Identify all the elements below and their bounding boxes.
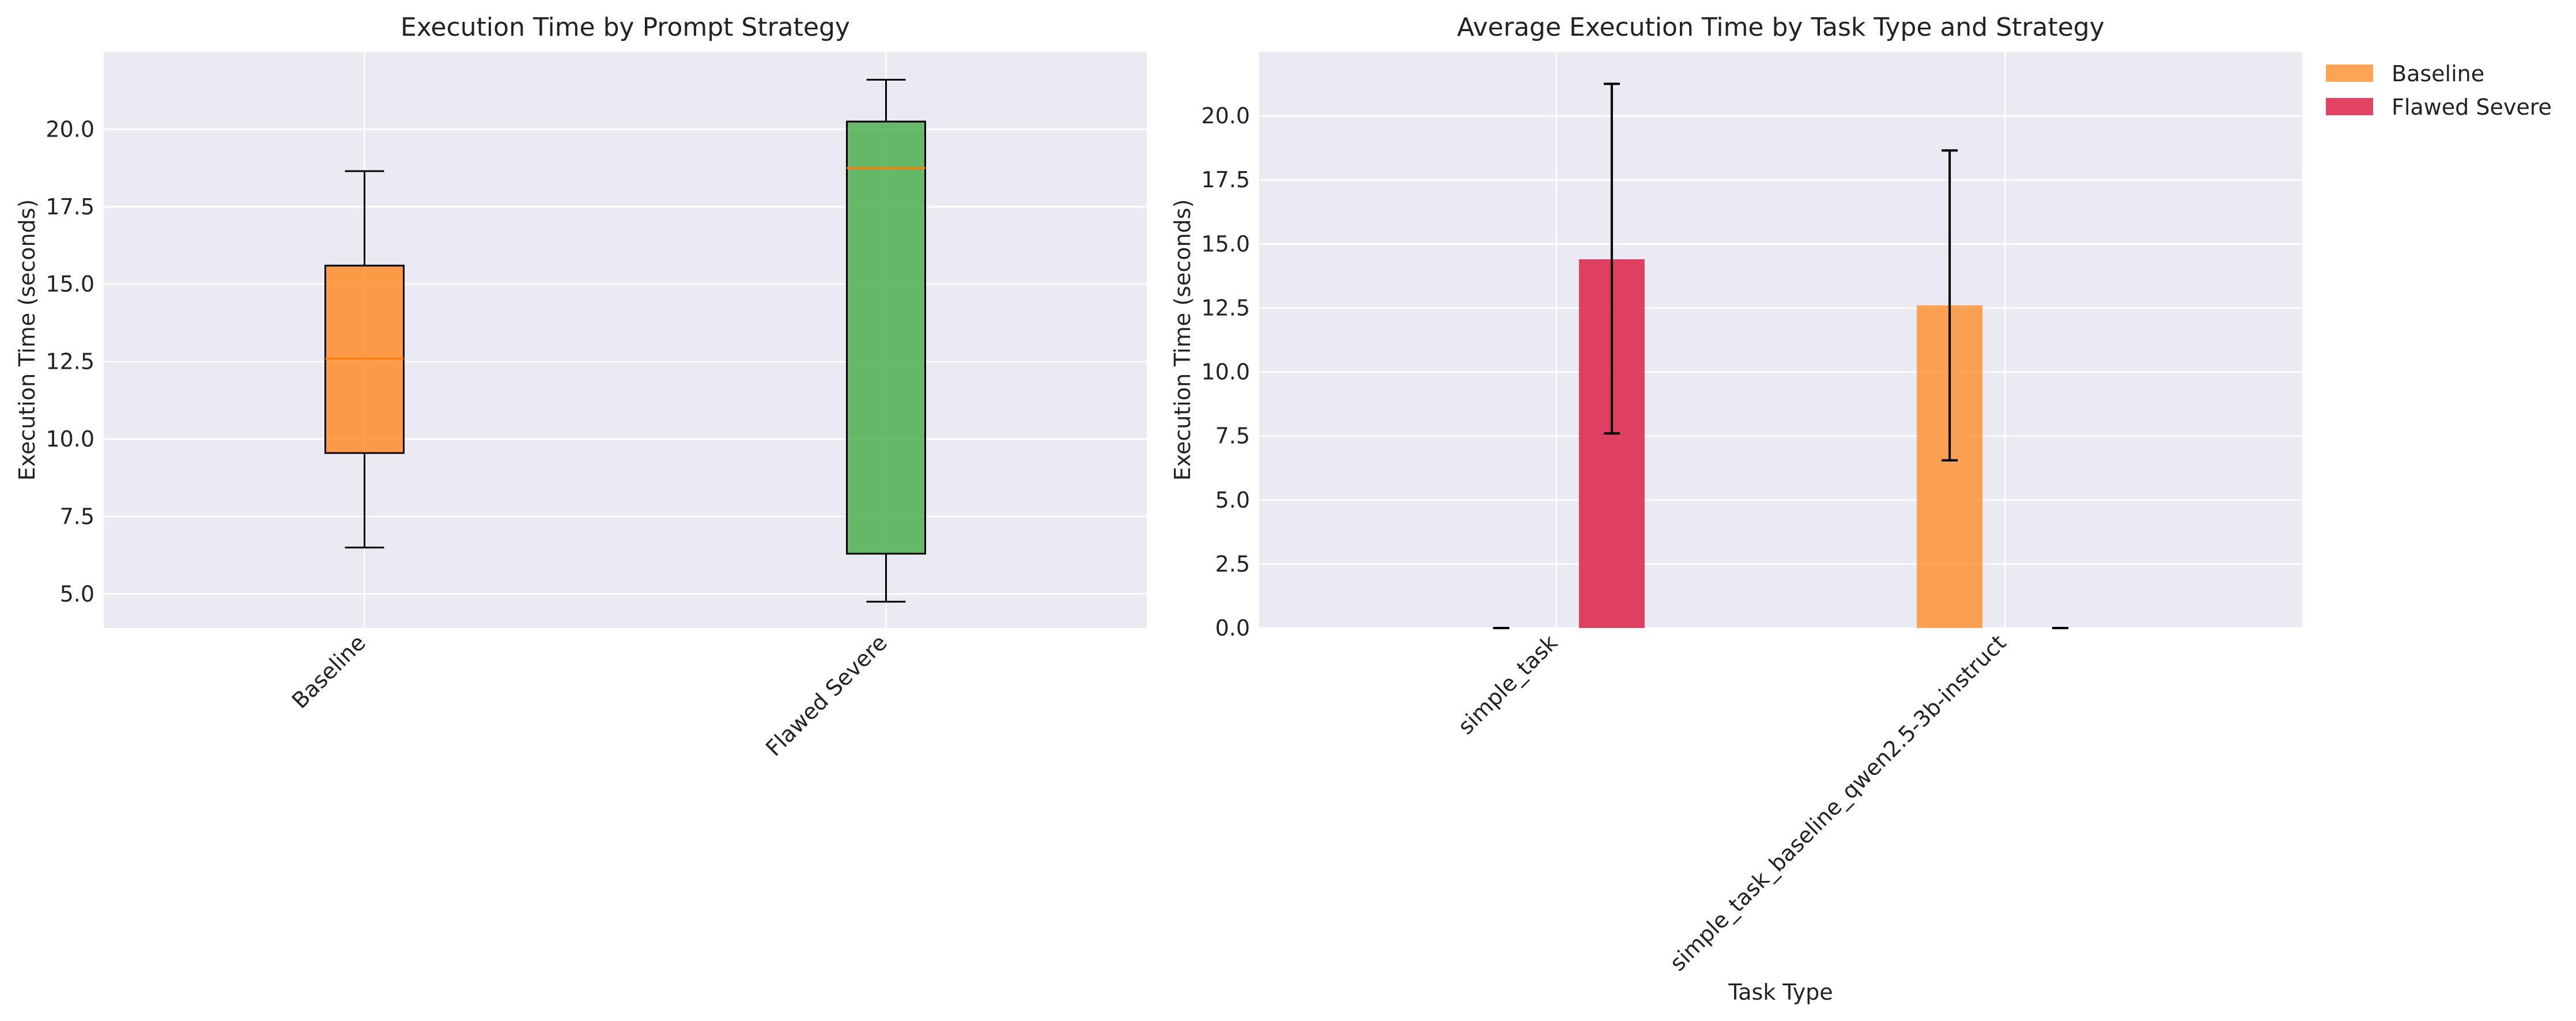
- box-y-tick-label: 7.5: [60, 504, 95, 529]
- bar-plot-area: [1259, 52, 2302, 628]
- box-x-tick-label: Baseline: [287, 630, 371, 713]
- bar-marks: [1493, 82, 2069, 629]
- bar-y-tick-label: 7.5: [1215, 423, 1250, 449]
- box-y-tick-label: 15.0: [46, 271, 95, 297]
- bar-y-axis-label: Execution Time (seconds): [1170, 199, 1195, 481]
- box-grid: [104, 52, 1147, 628]
- bar-y-tick-label: 12.5: [1201, 295, 1250, 320]
- bar-x-axis-label: Task Type: [1728, 980, 1833, 1005]
- bar-y-tick-label: 15.0: [1201, 231, 1250, 256]
- bar-chart-title: Average Execution Time by Task Type and …: [1457, 13, 2104, 42]
- bar-x-tick-label: simple_task_baseline_qwen2.5-3b-instruct: [1665, 630, 2011, 976]
- legend-label: Baseline: [2392, 61, 2484, 86]
- bar-chart: 0.0 2.5 5.0 7.5 10.0 12.5 15.0 17.5 20.0 simple_…: [1170, 13, 2552, 1005]
- box-y-tick-label: 12.5: [46, 349, 95, 375]
- box-marks: [324, 78, 926, 603]
- legend: Baseline Flawed Severe: [2326, 61, 2552, 120]
- bar-y-tick-label: 2.5: [1215, 551, 1250, 577]
- box-plot-area: [104, 52, 1147, 628]
- legend-label: Flawed Severe: [2392, 94, 2552, 120]
- box-chart: 5.0 7.5 10.0 12.5 15.0 17.5 20.0 Baseline Flawe…: [14, 13, 1147, 761]
- bar-y-tick-label: 10.0: [1201, 360, 1250, 385]
- box-y-tick-label: 10.0: [46, 426, 95, 452]
- bar-y-tick-label: 17.5: [1201, 167, 1250, 192]
- box-y-tick-label: 20.0: [46, 116, 95, 142]
- bar-y-ticks: 0.0 2.5 5.0 7.5 10.0 12.5 15.0 17.5 20.0: [1201, 103, 1250, 641]
- box-x-tick-label: Flawed Severe: [761, 630, 892, 761]
- box-y-axis-label: Execution Time (seconds): [14, 199, 40, 481]
- box-y-tick-label: 5.0: [60, 581, 95, 607]
- bar-x-ticks: simple_task simple_task_baseline_qwen2.5-…: [1453, 630, 2011, 976]
- bar-grid: [1259, 52, 2302, 629]
- box-y-tick-label: 17.5: [46, 194, 95, 220]
- legend-swatch: [2326, 65, 2373, 82]
- bar-y-tick-label: 20.0: [1201, 103, 1250, 128]
- bar-x-tick-label: simple_task: [1453, 630, 1562, 739]
- legend-swatch: [2326, 98, 2373, 115]
- bar-y-tick-label: 0.0: [1215, 615, 1250, 641]
- box-chart-title: Execution Time by Prompt Strategy: [401, 13, 850, 42]
- bar-y-tick-label: 5.0: [1215, 487, 1250, 513]
- box-y-ticks: 5.0 7.5 10.0 12.5 15.0 17.5 20.0: [46, 116, 95, 606]
- box-body: [846, 120, 926, 555]
- box-x-ticks: Baseline Flawed Severe: [287, 630, 892, 761]
